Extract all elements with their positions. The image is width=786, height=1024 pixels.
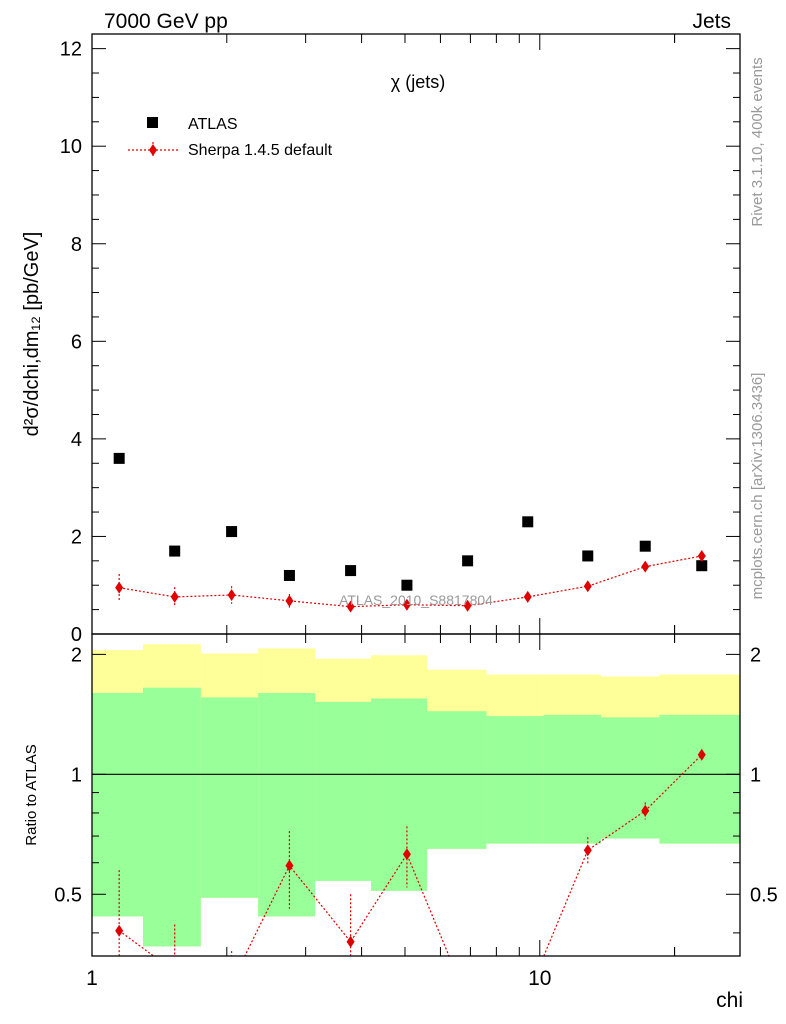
y-tick-label: 8 <box>71 234 82 256</box>
plot-title: χ (jets) <box>391 72 445 92</box>
y-tick-label: 4 <box>71 429 82 451</box>
atlas-point <box>462 555 474 567</box>
ratio-green-band <box>258 692 316 917</box>
ratio-sherpa-point <box>583 844 592 857</box>
ratio-sherpa-point <box>464 995 472 1007</box>
atlas-point <box>345 565 357 577</box>
ratio-green-band <box>486 716 544 844</box>
atlas-point <box>696 560 708 572</box>
y-tick-label: 10 <box>60 136 82 158</box>
sherpa-point <box>115 581 124 594</box>
ratio-green-band <box>543 714 601 844</box>
side-label-top: Rivet 3.1.10, 400k events <box>749 57 766 226</box>
sherpa-point <box>463 599 472 612</box>
ratio-sherpa-point <box>346 935 355 948</box>
atlas-point <box>283 569 295 581</box>
y-tick-label: 12 <box>60 39 82 61</box>
sherpa-point <box>523 590 532 603</box>
atlas-point <box>582 550 594 562</box>
ratio-green-band <box>200 697 259 898</box>
ratio-green-band <box>659 714 740 844</box>
legend-sherpa-marker <box>149 144 157 156</box>
ratio-y-tick-label: 0.5 <box>54 884 82 906</box>
sherpa-point <box>346 600 355 613</box>
ratio-bands <box>92 644 740 947</box>
sherpa-point <box>641 560 650 573</box>
atlas-point <box>522 516 534 528</box>
header-left: 7000 GeV pp <box>104 10 228 33</box>
ratio-y-tick-label-right: 0.5 <box>750 884 778 906</box>
ratio-sherpa-point <box>524 989 532 1001</box>
ratio-y-tick-label-right: 2 <box>750 644 761 666</box>
legend-sherpa-label: Sherpa 1.4.5 default <box>188 142 333 159</box>
atlas-point <box>401 579 413 591</box>
ylabel-main: d²σ/dchi,dm₁₂ [pb/GeV] <box>21 232 43 437</box>
ratio-sherpa-point <box>285 859 294 872</box>
y-tick-label: 2 <box>71 526 82 548</box>
ratio-sherpa-point <box>697 748 706 761</box>
ratio-frame <box>91 633 741 957</box>
ratio-green-band <box>92 692 144 917</box>
ratio-green-band <box>427 711 487 849</box>
ratio-green-band <box>600 717 660 839</box>
xlabel: chi <box>716 989 743 1012</box>
y-tick-label: 0 <box>71 624 82 646</box>
atlas-point <box>226 526 238 538</box>
ratio-sherpa-line <box>118 754 703 956</box>
ratio-sherpa-point <box>171 966 179 978</box>
x-tick-label: 1 <box>86 967 98 990</box>
y-tick-label: 6 <box>71 331 82 353</box>
sherpa-point <box>227 588 236 601</box>
ratio-sherpa-point <box>228 977 236 989</box>
ratio-y-tick-label: 1 <box>71 764 82 786</box>
x-tick-label: 10 <box>528 967 551 990</box>
header-right: Jets <box>692 10 731 33</box>
sherpa-point <box>285 594 294 607</box>
sherpa-point <box>583 580 592 593</box>
sherpa-point <box>170 590 179 603</box>
legend-atlas-label: ATLAS <box>188 116 238 133</box>
legend: ATLAS Sherpa 1.4.5 default <box>128 116 333 159</box>
ratio-y-tick-label-right: 1 <box>750 764 761 786</box>
atlas-point <box>113 452 125 464</box>
ratio-sherpa-point <box>115 924 124 937</box>
ratio-green-band <box>371 698 428 891</box>
axes-ticks <box>91 34 740 956</box>
ylabel-ratio: Ratio to ATLAS <box>23 744 40 845</box>
sherpa-point <box>697 549 706 562</box>
main-plot <box>113 452 708 613</box>
atlas-point <box>169 545 181 557</box>
ratio-sherpa-point <box>641 804 650 817</box>
ratio-y-tick-label: 2 <box>71 644 82 666</box>
ratio-green-band <box>143 687 201 947</box>
legend-atlas-marker <box>147 117 158 128</box>
ratio-sherpa-point <box>402 848 411 861</box>
ratio-plot <box>115 748 706 1007</box>
sherpa-point <box>402 598 411 611</box>
analysis-label: ATLAS_2010_S8817804 <box>339 592 493 608</box>
atlas-point <box>639 540 651 552</box>
side-label-bottom: mcplots.cern.ch [arXiv:1306.3436] <box>749 373 766 600</box>
ratio-green-band <box>315 701 372 881</box>
